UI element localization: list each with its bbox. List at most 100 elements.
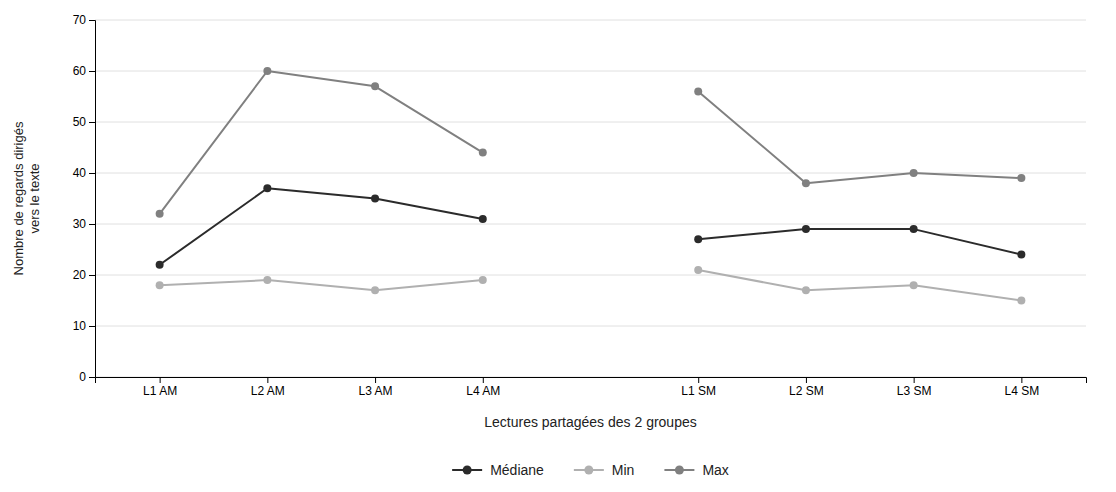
marker [694,87,702,95]
marker [479,149,487,157]
y-tick-label: 50 [73,115,87,129]
x-tick: L2 AM [251,377,285,398]
x-tick: L4 SM [1005,377,1040,398]
x-tick: L4 AM [466,377,500,398]
marker [802,179,810,187]
series [156,67,1026,218]
legend-label: Médiane [490,462,544,478]
x-tick-mark [914,377,915,383]
y-tick-label: 30 [73,217,87,231]
x-axis-line [96,378,1087,384]
x-axis: L1 AM L2 AM L3 AM L4 AM L1 SM L2 SM L3 SM L4 SM [96,377,1087,398]
data [156,67,1026,305]
x-tick-mark [160,377,161,383]
plot: 0 10 20 30 40 50 60 70 L1 AM L2 AM L3 AM L4 AM L1 SM… [11,13,1087,430]
x-tick: L1 AM [143,377,177,398]
y-tick: 60 [73,64,95,78]
x-tick-mark [267,377,268,383]
marker [371,82,379,90]
legend-marker [675,466,684,475]
x-tick: L2 SM [789,377,824,398]
legend-marker [584,466,593,475]
grid-line [95,122,1086,123]
y-axis-title: Nombre de regards dirigésvers le texte [11,121,42,275]
marker [263,184,271,192]
y-tick: 50 [73,115,95,129]
y-tick-label: 0 [79,370,86,384]
y-tick-mark [89,122,95,123]
y-axis-title-line: Nombre de regards dirigés [11,121,26,275]
y-tick: 30 [73,217,95,231]
marker [479,276,487,284]
y-tick-label: 60 [73,64,87,78]
y-tick-label: 70 [73,13,87,27]
legend-label: Min [612,462,635,478]
legend-item: Min [574,462,635,478]
x-tick-mark [1021,377,1022,383]
y-tick-mark [89,275,95,276]
y-tick-mark [89,326,95,327]
grid-line [95,20,1086,21]
x-tick-label: L3 SM [897,384,932,398]
x-tick-mark [375,377,376,383]
x-tick-mark [483,377,484,383]
marker [910,281,918,289]
marker [263,276,271,284]
x-tick-label: L2 AM [251,384,285,398]
y-tick: 40 [73,166,95,180]
y-tick-label: 10 [73,319,87,333]
marker [371,286,379,294]
marker [156,261,164,269]
grid-line [95,326,1086,327]
line [698,270,1021,301]
marker [479,215,487,223]
marker [1017,174,1025,182]
x-tick: L3 SM [897,377,932,398]
grid-line [95,71,1086,72]
marker [1017,251,1025,259]
x-tick-mark [806,377,807,383]
line [160,71,483,214]
x-tick-label: L4 AM [466,384,500,398]
grid-line [95,224,1086,225]
marker [694,235,702,243]
x-tick-label: L4 SM [1005,384,1040,398]
line [698,91,1021,183]
x-axis-title: Lectures partagées des 2 groupes [484,414,696,430]
x-tick-label: L1 AM [143,384,177,398]
marker [694,266,702,274]
x-tick: L3 AM [359,377,393,398]
marker [371,195,379,203]
y-tick-mark [89,173,95,174]
y-tick-mark [89,71,95,72]
marker [802,225,810,233]
x-tick-label: L2 SM [789,384,824,398]
y-tick: 0 [79,370,95,384]
x-tick: L1 SM [681,377,716,398]
legend-marker [463,466,472,475]
y-tick-label: 40 [73,166,87,180]
legend-item: Max [664,462,728,478]
line [698,229,1021,255]
y-tick: 70 [73,13,95,27]
marker [156,281,164,289]
grid [95,20,1086,377]
y-tick: 10 [73,319,95,333]
marker [1017,297,1025,305]
marker [802,286,810,294]
chart: 0 10 20 30 40 50 60 70 L1 AM L2 AM L3 AM L4 AM L1 SM… [0,0,1116,492]
marker [263,67,271,75]
legend-label: Max [702,462,728,478]
y-tick-mark [89,20,95,21]
legend: Médiane Min Max [452,462,729,478]
y-axis-line [89,21,96,378]
y-axis-title-line: vers le texte [27,163,42,233]
series [156,184,1026,268]
y-tick: 20 [73,268,95,282]
y-tick-label: 20 [73,268,87,282]
y-tick-mark [89,377,95,378]
line [160,188,483,264]
grid-line [95,275,1086,276]
legend-item: Médiane [452,462,544,478]
x-tick-label: L3 AM [359,384,393,398]
